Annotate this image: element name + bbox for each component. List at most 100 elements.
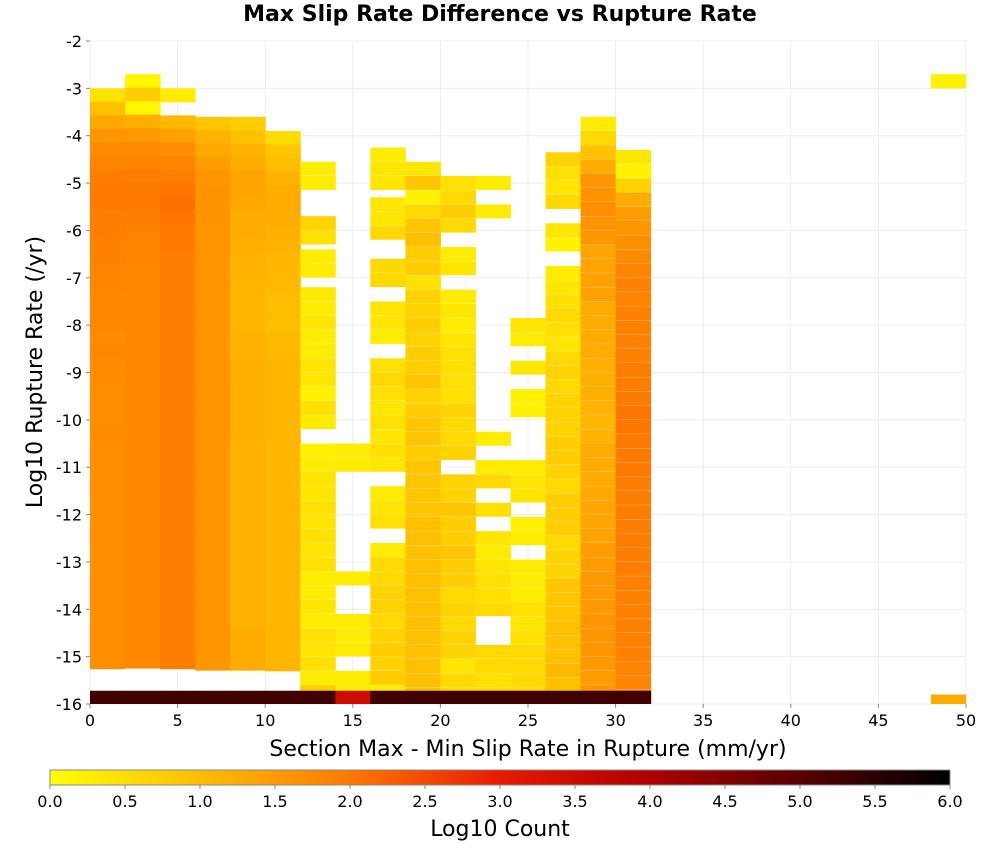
heatmap-cell — [615, 391, 652, 406]
heatmap-cell — [300, 358, 336, 373]
heatmap-cell — [300, 175, 336, 190]
heatmap-cell — [545, 194, 582, 209]
heatmap-cell — [230, 427, 266, 442]
heatmap-cell — [90, 317, 126, 332]
heatmap-cell — [90, 304, 126, 319]
heatmap-cell — [615, 476, 652, 491]
heatmap-cell — [90, 520, 126, 535]
heatmap-cell — [265, 333, 301, 348]
heatmap-cell — [230, 616, 266, 631]
heatmap-cell — [195, 575, 231, 590]
heatmap-cell — [580, 585, 617, 600]
heatmap-cell — [90, 655, 126, 670]
heatmap-cell — [265, 238, 301, 253]
heatmap-cell — [370, 225, 406, 240]
heatmap-cell — [90, 628, 126, 643]
heatmap-cell — [300, 329, 336, 344]
heatmap-cell — [545, 237, 582, 252]
heatmap-cell — [440, 431, 476, 446]
heatmap-cell — [230, 467, 266, 482]
heatmap-cell — [545, 479, 582, 494]
heatmap-cell — [405, 161, 441, 176]
heatmap-cell — [580, 642, 617, 657]
heatmap-cell — [160, 317, 196, 332]
heatmap-cell — [545, 464, 582, 479]
heatmap-cell — [580, 528, 617, 543]
y-tick-label: -10 — [56, 411, 82, 430]
heatmap-cell — [90, 236, 126, 251]
heatmap-cell — [160, 263, 196, 278]
y-tick-label: -8 — [66, 316, 82, 335]
heatmap-cell — [125, 519, 161, 534]
heatmap-cell — [440, 531, 476, 546]
heatmap-cell — [370, 500, 406, 515]
heatmap-cell — [580, 500, 617, 515]
heatmap-cell — [125, 101, 161, 116]
x-tick-label: 15 — [343, 711, 363, 730]
heatmap-cell — [370, 642, 406, 657]
heatmap-cell — [580, 173, 617, 188]
heatmap-cell — [510, 573, 547, 588]
heatmap-cell — [440, 175, 476, 190]
heatmap-cell — [90, 641, 126, 656]
heatmap-cell — [580, 571, 617, 586]
heatmap-cell — [230, 211, 266, 226]
heatmap-cell — [405, 630, 441, 645]
heatmap-cell — [160, 88, 196, 103]
heatmap-cell — [580, 273, 617, 288]
y-tick-label: -15 — [56, 648, 82, 667]
heatmap-cell — [195, 508, 231, 523]
heatmap-cell — [230, 508, 266, 523]
heatmap-cell — [405, 474, 441, 489]
y-tick-label: -13 — [56, 553, 82, 572]
heatmap-cell — [90, 412, 126, 427]
heatmap-cell — [125, 452, 161, 467]
heatmap-cell — [510, 644, 547, 659]
heatmap-cell — [125, 438, 161, 453]
heatmap-cell — [545, 308, 582, 323]
heatmap-cell — [545, 578, 582, 593]
heatmap-cell — [300, 628, 336, 643]
heatmap-cell — [160, 358, 196, 373]
heatmap-cell — [440, 502, 476, 517]
heatmap-cell — [370, 443, 406, 458]
heatmap-cell — [160, 223, 196, 238]
heatmap-cell — [615, 690, 652, 704]
heatmap-cell — [615, 220, 652, 235]
heatmap-cell — [195, 386, 231, 401]
heatmap-cell — [125, 155, 161, 170]
heatmap-cell — [195, 690, 231, 704]
heatmap-cell — [160, 560, 196, 575]
heatmap-cell — [615, 149, 652, 164]
heatmap-cell — [230, 197, 266, 212]
heatmap-cell — [230, 359, 266, 374]
heatmap-cell — [230, 690, 266, 704]
heatmap-cell — [160, 690, 196, 704]
heatmap-cell — [580, 656, 617, 671]
heatmap-cell — [125, 222, 161, 237]
heatmap-cell — [265, 211, 301, 226]
heatmap-cell — [615, 604, 652, 619]
heatmap-cell — [160, 614, 196, 629]
heatmap-cell — [90, 263, 126, 278]
heatmap-cell — [510, 360, 547, 375]
y-tick-label: -4 — [66, 127, 82, 146]
heatmap-cell — [195, 238, 231, 253]
heatmap-cell — [265, 549, 301, 564]
heatmap-cell — [125, 236, 161, 251]
heatmap-cell — [545, 690, 582, 704]
heatmap-cell — [90, 169, 126, 184]
heatmap-cell — [615, 462, 652, 477]
heatmap-cell — [405, 488, 441, 503]
heatmap-cell — [300, 287, 336, 302]
heatmap-cell — [370, 542, 406, 557]
heatmap-cell — [265, 616, 301, 631]
heatmap-cell — [125, 587, 161, 602]
y-tick-label: -7 — [66, 269, 82, 288]
heatmap-cell — [545, 166, 582, 181]
heatmap-cell — [265, 184, 301, 199]
heatmap-cell — [125, 87, 161, 102]
heatmap-cell — [265, 589, 301, 604]
heatmap-cell — [440, 559, 476, 574]
heatmap-cell — [90, 614, 126, 629]
